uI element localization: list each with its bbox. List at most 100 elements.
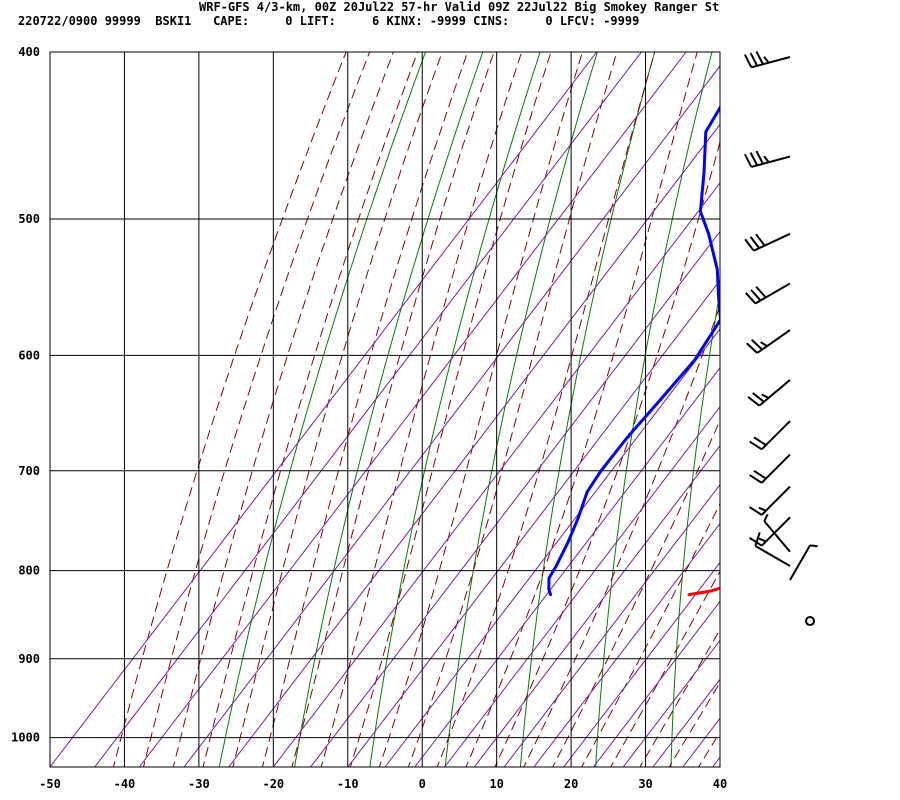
- sounding-stats: 220722/0900 99999 BSKI1 CAPE: 0 LIFT: 6 …: [18, 14, 640, 28]
- dewpoint-profile-line: [547, 104, 720, 597]
- barb-staff: [761, 485, 791, 516]
- barb-flag-full: [753, 469, 767, 480]
- wind-barb: [805, 616, 815, 627]
- moist-adiabat: [494, 140, 720, 767]
- barb-staff: [789, 544, 811, 581]
- chart-title: WRF-GFS 4/3-km, 00Z 20Jul22 57-hr Valid …: [199, 0, 720, 14]
- barb-staff: [751, 56, 791, 69]
- barb-flag-full: [743, 54, 753, 68]
- moist-adiabat: [232, 52, 443, 767]
- barb-flag-full: [745, 292, 757, 305]
- mixing-ratio-line: [473, 444, 720, 767]
- temperature-tick-label: -40: [114, 777, 136, 791]
- barb-staff: [761, 453, 791, 484]
- dry-adiabat: [519, 52, 656, 767]
- mixing-ratio-line: [138, 52, 687, 767]
- moist-adiabat: [202, 52, 419, 767]
- mixing-ratio-line: [50, 52, 598, 767]
- barb-flag-full: [743, 153, 753, 168]
- wind-barb: [789, 544, 818, 581]
- temperature-tick-label: -20: [262, 777, 284, 791]
- dry-adiabat: [218, 52, 426, 767]
- dry-adiabat: [892, 52, 900, 767]
- moist-adiabat: [726, 33, 900, 771]
- wind-barb: [749, 516, 791, 547]
- background-lines: [50, 33, 900, 771]
- moist-adiabat: [610, 570, 720, 767]
- barb-flag-half: [758, 537, 767, 543]
- wind-barb: [763, 513, 791, 553]
- wind-barb: [743, 150, 791, 168]
- temperature-tick-label: 10: [489, 777, 503, 791]
- wind-barb: [744, 232, 791, 252]
- barb-flag-half: [809, 544, 818, 548]
- barb-staff: [758, 379, 791, 407]
- moist-adiabat: [465, 52, 698, 767]
- pressure-tick-label: 700: [18, 464, 40, 478]
- pressure-tick-label: 1000: [11, 731, 40, 745]
- barb-staff: [761, 420, 791, 451]
- pressure-tick-label: 500: [18, 212, 40, 226]
- moist-adiabat: [407, 52, 618, 767]
- barb-flag-full: [754, 532, 761, 547]
- temperature-tick-label: 20: [564, 777, 578, 791]
- barb-flag-full: [752, 392, 765, 403]
- temperature-tick-label: -10: [337, 777, 359, 791]
- pressure-tick-label: 900: [18, 652, 40, 666]
- moist-adiabat: [112, 52, 347, 767]
- pressure-tick-label: 800: [18, 564, 40, 578]
- wind-barb: [746, 329, 791, 354]
- wind-barb: [749, 485, 791, 516]
- barb-flag-full: [744, 238, 755, 252]
- barb-flag-full: [750, 289, 762, 302]
- dry-adiabat: [444, 52, 598, 767]
- mixing-ratio-line: [228, 123, 720, 767]
- mixing-ratio-line: [622, 639, 720, 767]
- barb-flag-full: [749, 152, 759, 166]
- barb-flag-full: [755, 286, 767, 299]
- wind-barb: [745, 282, 791, 305]
- pressure-tick-label: 600: [18, 348, 40, 362]
- moist-adiabat: [291, 52, 495, 767]
- pressure-tick-label: 400: [18, 45, 40, 59]
- moist-adiabat: [552, 419, 720, 767]
- moist-adiabat: [172, 52, 394, 767]
- moist-adiabat: [349, 52, 552, 767]
- barb-staff: [761, 516, 791, 547]
- moist-adiabat: [523, 304, 720, 767]
- barb-staff: [754, 282, 791, 305]
- mixing-ratio-line: [503, 483, 720, 767]
- moist-adiabat: [261, 52, 469, 767]
- mixing-ratio-line: [310, 230, 720, 767]
- temperature-tick-label: -30: [188, 777, 210, 791]
- wind-barb: [749, 453, 791, 484]
- mixing-ratio-line: [347, 279, 720, 767]
- moist-adiabat: [581, 502, 720, 767]
- mixing-ratio-line: [183, 65, 720, 767]
- mixing-ratio-line: [563, 561, 720, 767]
- sounding-profiles: [547, 104, 720, 597]
- barb-flag-half: [761, 393, 770, 399]
- mixing-ratio-line: [94, 52, 642, 767]
- barb-flag-full: [747, 396, 760, 407]
- barb-staff: [751, 155, 791, 168]
- mixing-ratio-line: [750, 52, 900, 767]
- calm-wind-circle: [805, 616, 815, 627]
- barb-flag-full: [755, 233, 766, 247]
- dry-adiabat: [294, 52, 484, 767]
- barb-flag-full: [746, 342, 758, 354]
- wind-barb: [754, 532, 791, 567]
- dry-adiabat: [746, 52, 826, 767]
- barb-flag-full: [755, 150, 764, 165]
- temperature-tick-labels: -50 -40 -30 -20 -10 0 10 20 30 40: [39, 777, 727, 791]
- barb-flag-half: [763, 155, 770, 163]
- dry-adiabat: [670, 288, 720, 767]
- dry-adiabat: [820, 52, 884, 767]
- mixing-ratio-line: [533, 522, 720, 767]
- temperature-tick-label: 0: [419, 777, 426, 791]
- barb-staff: [754, 545, 791, 567]
- temperature-tick-label: 30: [638, 777, 652, 791]
- barb-flag-half: [763, 513, 769, 522]
- mixing-ratio-line: [592, 600, 720, 767]
